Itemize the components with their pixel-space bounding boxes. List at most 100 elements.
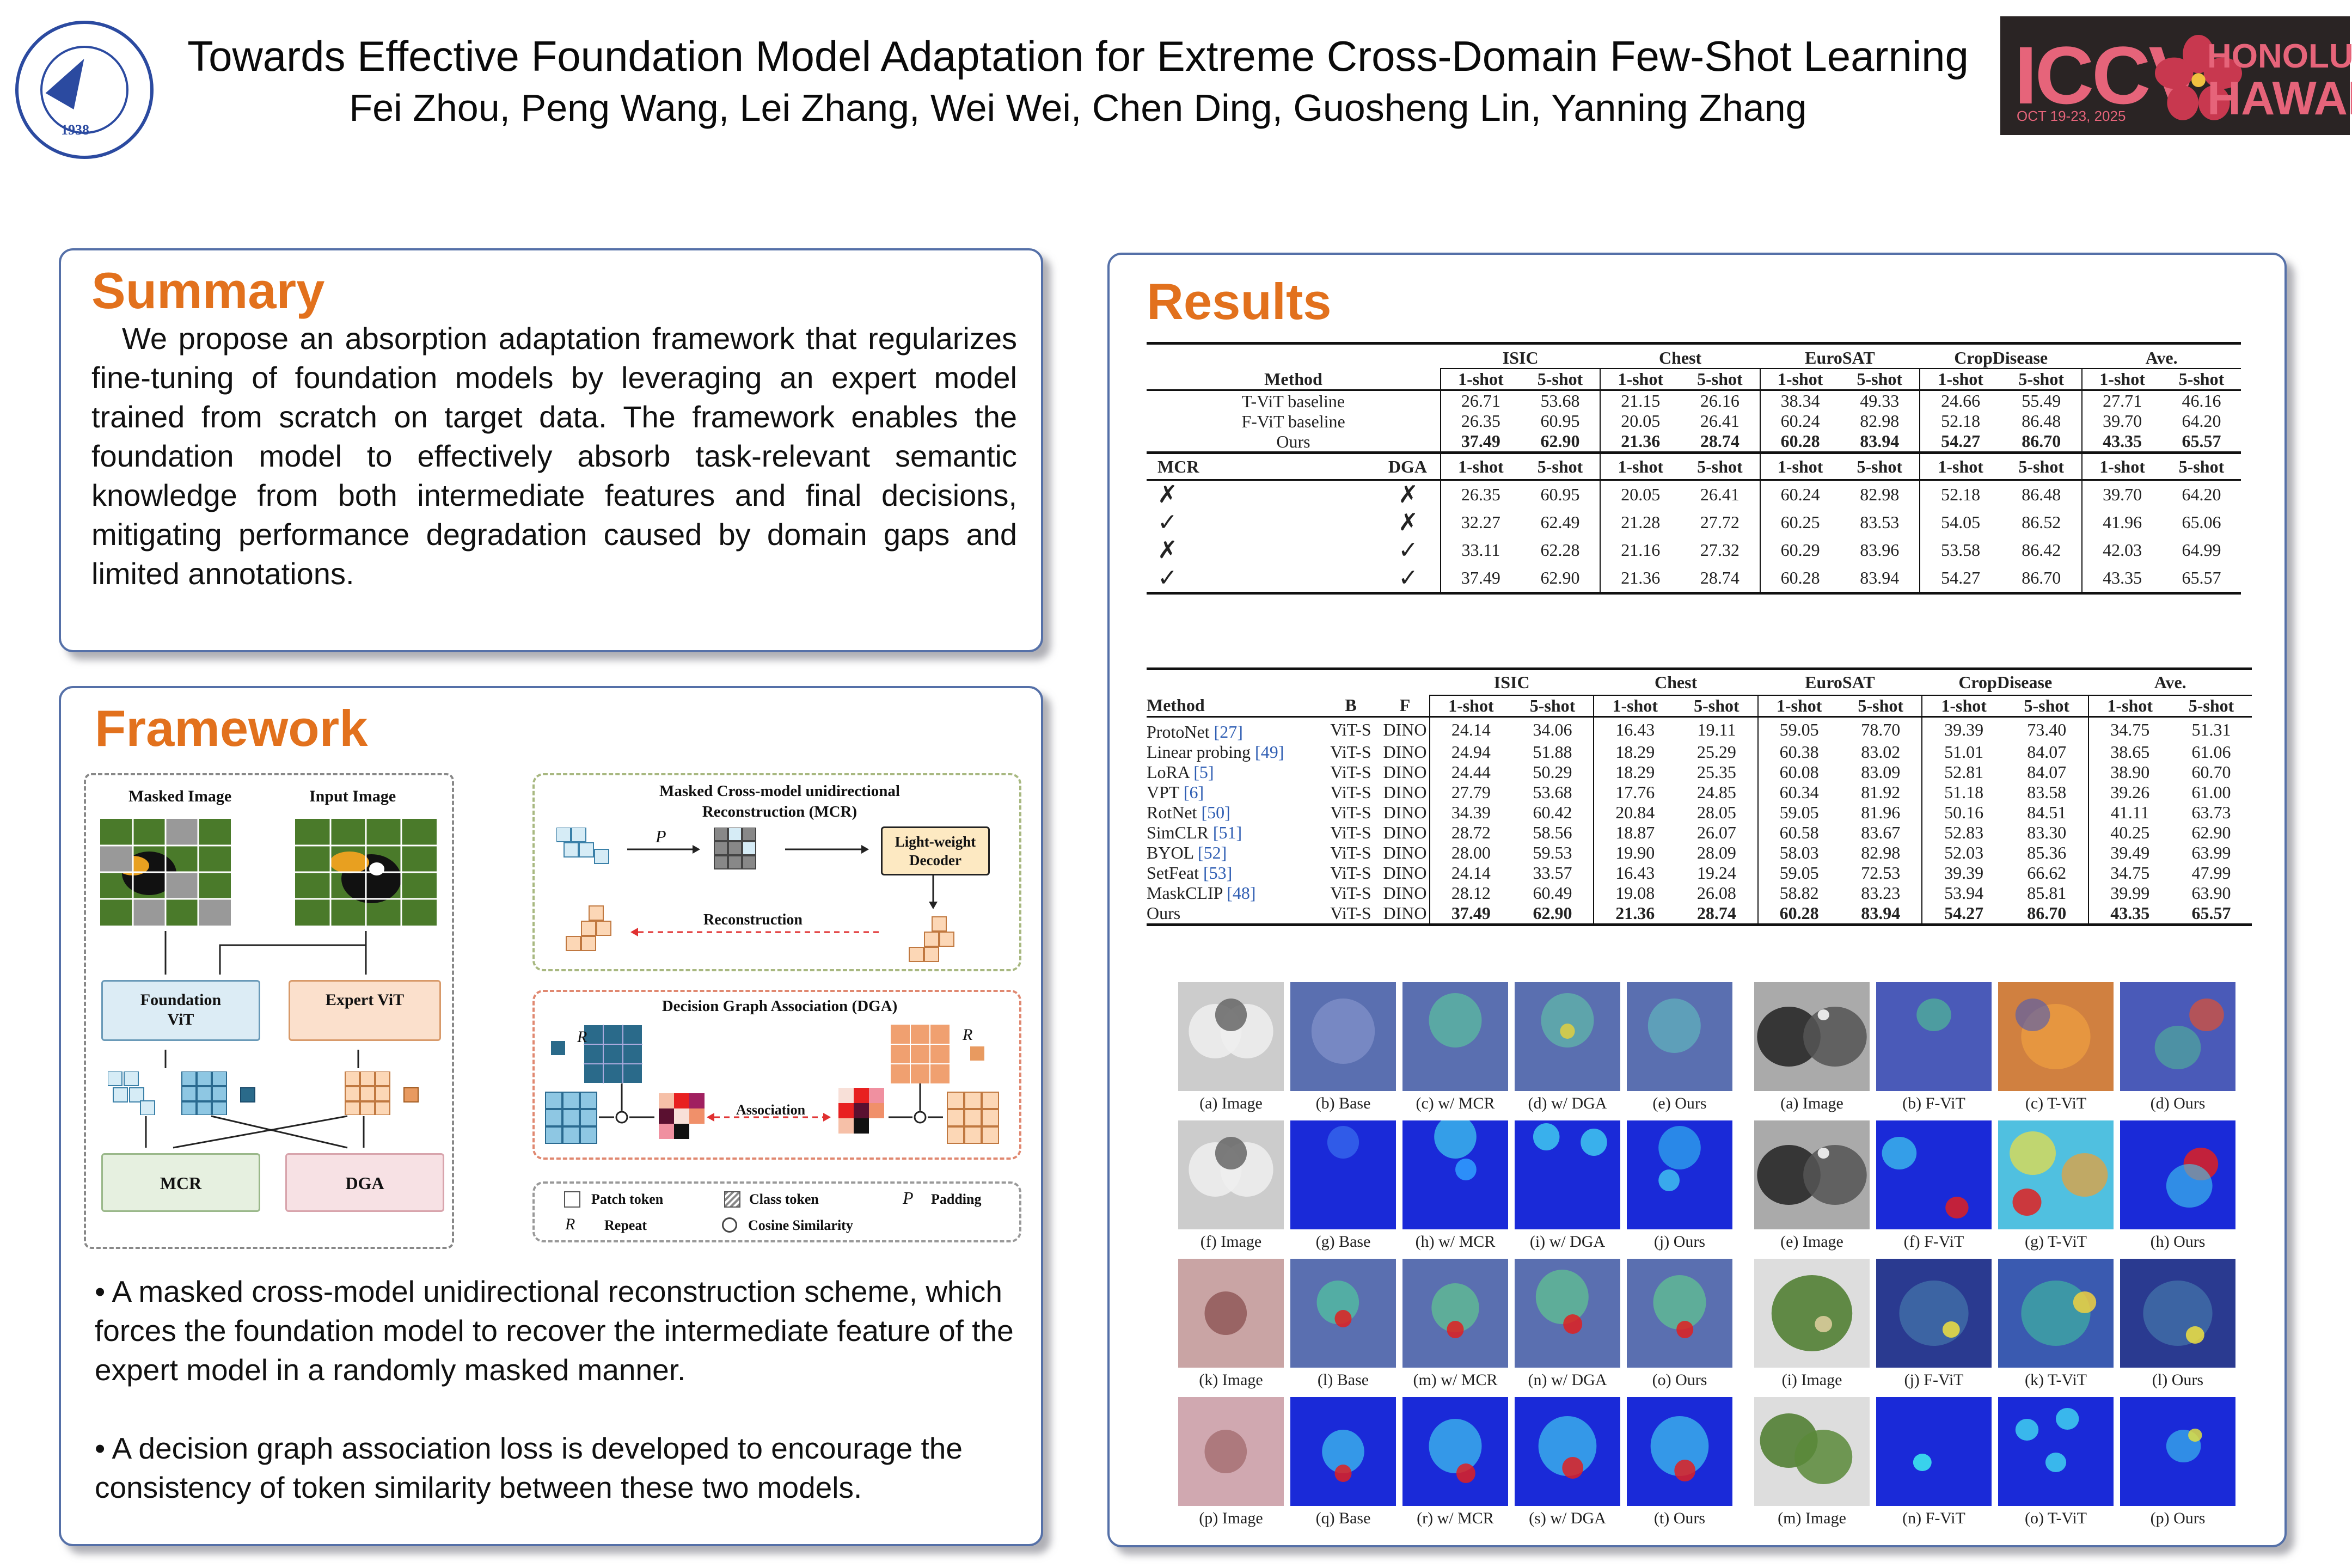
table1-value: 20.05	[1600, 480, 1681, 509]
table2-value: 34.06	[1533, 720, 1572, 739]
vis-caption: (k) Image	[1199, 1371, 1263, 1389]
attention-heatmap	[1290, 1259, 1396, 1368]
table2-value: 40.25	[2088, 823, 2171, 843]
expert-vit-box: Expert ViT	[289, 980, 441, 1041]
table1-method-name: Ours	[1276, 431, 1310, 451]
vis-caption: (b) Base	[1315, 1094, 1371, 1112]
table2-value: 72.53	[1861, 863, 1901, 883]
masked-image-label: Masked Image	[128, 787, 232, 805]
table2-method-name: MaskCLIP	[1147, 883, 1223, 903]
table2-value: 62.90	[1533, 903, 1572, 923]
table2-method-ref: [51]	[1212, 823, 1242, 842]
table2-shot-header: 5-shot	[1676, 695, 1758, 718]
summary-heading: Summary	[91, 262, 325, 319]
vis-caption: (h) w/ MCR	[1415, 1233, 1496, 1251]
table2-framework: DINO	[1383, 803, 1427, 822]
table2-method-name: BYOL	[1147, 843, 1193, 862]
table2-method-name: Ours	[1147, 903, 1181, 923]
vis-caption: (l) Ours	[2152, 1371, 2204, 1389]
table2-row: Ours ViT-S DINO 37.49 62.90 21.36 28.74 60.28 83…	[1147, 903, 2252, 925]
table2-value: 52.03	[1921, 843, 2006, 863]
table1-value: 83.53	[1860, 512, 1900, 532]
vis-caption: (p) Image	[1199, 1509, 1263, 1527]
vis-caption: (a) Image	[1199, 1094, 1263, 1112]
table2-shot-header: 5-shot	[1511, 695, 1594, 718]
table1-value: 42.03	[2081, 536, 2162, 564]
attention-heatmap	[1876, 982, 1992, 1091]
attention-heatmap	[1515, 1259, 1620, 1368]
table1-value: 60.24	[1759, 480, 1840, 509]
table1-value: 39.70	[2081, 480, 2162, 509]
table2-method-ref: [5]	[1193, 762, 1214, 782]
table2-value: 24.44	[1429, 762, 1512, 782]
table2-method-name: RotNet	[1147, 803, 1197, 822]
framework-diagram-left: Masked Image Input Image	[84, 773, 454, 1249]
mcr-mark-icon: ✓	[1157, 565, 1178, 591]
table2-value: 25.35	[1696, 762, 1736, 782]
sample-image	[1178, 1120, 1284, 1229]
table2-method-cell: LoRA [5]	[1147, 762, 1321, 782]
iccv-logo-date: OCT 19-23, 2025	[2017, 108, 2126, 124]
sample-image	[1178, 982, 1284, 1091]
iccv-logo: ICCV OCT 19-23, 2025 HONOLULU HAWAII	[2000, 16, 2352, 135]
table1-value: 86.70	[2022, 431, 2061, 451]
dga-diagram	[545, 1025, 999, 1144]
table2-value: 63.99	[2191, 843, 2231, 862]
table1-value: 52.18	[1919, 480, 2001, 509]
table2-value: 43.35	[2088, 903, 2171, 925]
university-logo: 1938	[15, 21, 154, 159]
table1-shot-header: 1-shot	[1600, 369, 1681, 391]
vis-caption: (h) Ours	[2150, 1233, 2206, 1251]
table2-value: 16.43	[1593, 716, 1676, 742]
table1-ablation-marks: ✓ ✓	[1147, 564, 1441, 593]
table2-framework: DINO	[1383, 883, 1427, 903]
table2-backbone: ViT-S	[1330, 903, 1371, 923]
table2-value: 63.90	[2191, 883, 2231, 903]
attention-heatmap	[1876, 1397, 1992, 1506]
iccv-logo-city: HONOLULU	[2207, 38, 2352, 75]
vis-caption: (s) w/ DGA	[1529, 1509, 1606, 1527]
table2-dataset-header: ISIC	[1430, 669, 1594, 696]
attention-heatmap	[1515, 1120, 1620, 1229]
table1-value: 65.57	[2182, 431, 2221, 451]
table2-shot-header: 5-shot	[2005, 695, 2089, 718]
table2-value: 83.09	[1861, 762, 1901, 782]
table2-value: 59.53	[1533, 843, 1572, 862]
table1-value: 82.98	[1860, 485, 1900, 504]
table2-value: 28.74	[1696, 903, 1736, 923]
table2-value: 60.34	[1757, 782, 1840, 803]
table2-value: 17.76	[1593, 782, 1676, 803]
legend-cosine: Cosine Similarity	[748, 1217, 853, 1233]
table1-shot-header: 5-shot	[2161, 369, 2241, 391]
table2-shot-header: 1-shot	[1429, 695, 1512, 718]
framework-bullet-2: • A decision graph association loss is d…	[95, 1431, 963, 1504]
table1-shot-header: 5-shot	[1520, 369, 1601, 391]
table1-value: 62.49	[1540, 512, 1580, 532]
table2-value: 28.05	[1696, 803, 1736, 822]
table1-value: 53.58	[1919, 536, 2001, 564]
table2-backbone: ViT-S	[1330, 843, 1371, 862]
table1-value: 26.35	[1440, 411, 1521, 431]
table2-value: 19.11	[1697, 720, 1736, 739]
table2-value: 51.31	[2191, 720, 2231, 739]
table2-value: 19.90	[1593, 843, 1676, 863]
table2-value: 51.88	[1533, 742, 1572, 762]
attention-heatmap	[1290, 1397, 1396, 1506]
summary-panel: Summary We propose an absorption adaptat…	[59, 248, 1043, 652]
table1-value: 46.16	[2182, 391, 2221, 411]
vis-caption: (n) F-ViT	[1902, 1509, 1965, 1527]
attention-heatmap	[1402, 982, 1508, 1091]
dga-r-label-right: R	[963, 1026, 973, 1044]
table2-value: 60.49	[1533, 883, 1572, 903]
table1-value: 21.36	[1600, 431, 1681, 453]
vis-caption: (m) Image	[1778, 1509, 1846, 1527]
table1-value: 86.70	[2022, 568, 2061, 587]
table2-header-row: Method B F 1-shot 5-shot 1-shot 5-shot 1-shot 5-…	[1147, 695, 2252, 718]
attention-heatmap	[1627, 1120, 1732, 1229]
table2-method-ref: [52]	[1197, 843, 1227, 862]
attention-heatmap	[1402, 1120, 1508, 1229]
vis-caption: (j) F-ViT	[1904, 1371, 1964, 1389]
table1-value: 65.57	[2182, 568, 2221, 587]
table1-dataset-header: Ave.	[2082, 343, 2241, 369]
table2-value: 18.29	[1593, 762, 1676, 782]
